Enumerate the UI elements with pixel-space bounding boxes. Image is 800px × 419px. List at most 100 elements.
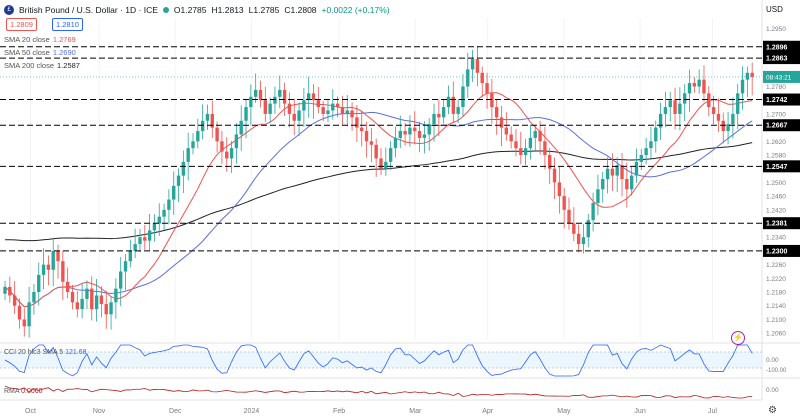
candle-body	[340, 107, 345, 114]
market-status-icon	[162, 7, 169, 13]
sma20-legend[interactable]: SMA 20 close 1.2769	[4, 35, 76, 44]
lightning-icon[interactable]: ⚡	[731, 331, 745, 345]
ask-price-box[interactable]: 1.2810	[52, 18, 83, 31]
candle-body	[620, 165, 624, 179]
candle-body	[466, 69, 470, 87]
y-tick-label: 1.2340	[766, 235, 786, 242]
candles	[3, 45, 754, 338]
x-tick-label: Mar	[409, 408, 422, 415]
y-tick-label: 1.2950	[766, 26, 786, 33]
rma-legend[interactable]: RMA 0.0060	[4, 388, 43, 395]
change-value: +0.0022 (+0.17%)	[321, 5, 390, 15]
bid-price-box[interactable]: 1.2809	[6, 18, 37, 31]
candle-body	[601, 179, 605, 190]
y-tick-label: 1.2100	[766, 317, 786, 324]
candle-body	[56, 250, 60, 262]
candle-body	[335, 103, 340, 108]
low-value: L1.2785	[248, 5, 280, 15]
currency-label[interactable]: USD	[766, 5, 783, 14]
candle-body	[51, 250, 55, 270]
candle-body	[167, 199, 171, 210]
candle-body	[485, 83, 489, 94]
candle-body	[326, 110, 330, 114]
level-label: 1.2863	[766, 56, 788, 63]
candle-body	[27, 302, 31, 327]
candle-body	[302, 100, 306, 111]
candle-body	[398, 131, 402, 138]
candle-body	[663, 107, 668, 114]
sma50-legend[interactable]: SMA 50 close 1.2690	[4, 48, 76, 57]
level-label: 1.2742	[766, 97, 788, 104]
y-tick-label: 1.2460	[766, 194, 786, 201]
symbol-title[interactable]: British Pound / U.S. Dollar · 1D · ICE	[19, 5, 158, 15]
candle-body	[37, 274, 41, 293]
candle-body	[215, 127, 219, 142]
open-value: O1.2785	[173, 5, 207, 15]
candle-body	[99, 295, 104, 305]
candle-body	[61, 261, 65, 282]
candle-body	[576, 233, 581, 245]
candle-body	[495, 107, 499, 118]
candle-body	[523, 148, 528, 156]
candle-body	[591, 202, 595, 221]
y-tick-label: 1.2500	[766, 180, 786, 187]
cci-legend[interactable]: CCI 20 hlc3 SMA 5 121.68	[4, 349, 87, 356]
level-label-bg	[763, 119, 800, 132]
candle-body	[519, 148, 523, 156]
candle-body	[393, 137, 398, 149]
candle-body	[668, 100, 672, 108]
cci-tick-label: 0.00	[766, 357, 779, 364]
candle-body	[41, 264, 46, 275]
candle-body	[736, 93, 740, 114]
candle-body	[186, 148, 190, 162]
candle-body	[557, 182, 562, 197]
candle-body	[437, 113, 441, 118]
candle-body	[490, 93, 494, 108]
y-tick-label: 1.2420	[766, 207, 786, 214]
candle-body	[258, 89, 263, 101]
y-tick-label: 1.2700	[766, 111, 786, 118]
candle-body	[596, 189, 600, 203]
candle-body	[94, 295, 99, 310]
x-tick-label: Apr	[482, 408, 494, 415]
cci-label: CCI 20 hlc3 SMA 5	[4, 349, 64, 356]
candle-body	[538, 131, 542, 142]
chart-header: £ British Pound / U.S. Dollar · 1D · ICE…	[4, 3, 390, 17]
candle-body	[355, 117, 359, 128]
candle-body	[634, 161, 639, 176]
candle-body	[403, 131, 407, 135]
candle-body	[427, 124, 431, 135]
candle-body	[615, 165, 619, 176]
level-label-bg	[763, 160, 800, 173]
y-tick-label: 1.2060	[766, 331, 786, 338]
sma200-legend[interactable]: SMA 200 close 1.2587	[4, 61, 80, 70]
candle-body	[697, 79, 701, 87]
candle-body	[567, 209, 571, 224]
candle-body	[360, 127, 364, 132]
candle-body	[273, 96, 277, 104]
candle-body	[123, 261, 128, 272]
candle-body	[157, 216, 161, 224]
candle-body	[678, 103, 682, 114]
candle-body	[374, 144, 378, 159]
rma-value: 0.0060	[21, 388, 43, 395]
candle-body	[119, 271, 123, 289]
candle-body	[191, 141, 195, 149]
sma20-value: 1.2769	[52, 35, 76, 44]
candle-body	[499, 117, 504, 128]
candle-body	[509, 134, 513, 142]
candle-body	[441, 107, 446, 118]
candle-body	[649, 141, 653, 149]
y-tick-label: 1.2620	[766, 139, 786, 146]
gear-icon[interactable]: ⚙	[768, 405, 777, 416]
candle-body	[282, 89, 287, 104]
candle-body	[22, 319, 26, 327]
cci-line	[4, 344, 753, 377]
candle-body	[654, 127, 658, 142]
candle-body	[225, 151, 229, 159]
candle-body	[244, 107, 248, 121]
x-tick-label: Oct	[25, 408, 36, 415]
candle-body	[210, 113, 214, 128]
candle-body	[75, 302, 79, 310]
